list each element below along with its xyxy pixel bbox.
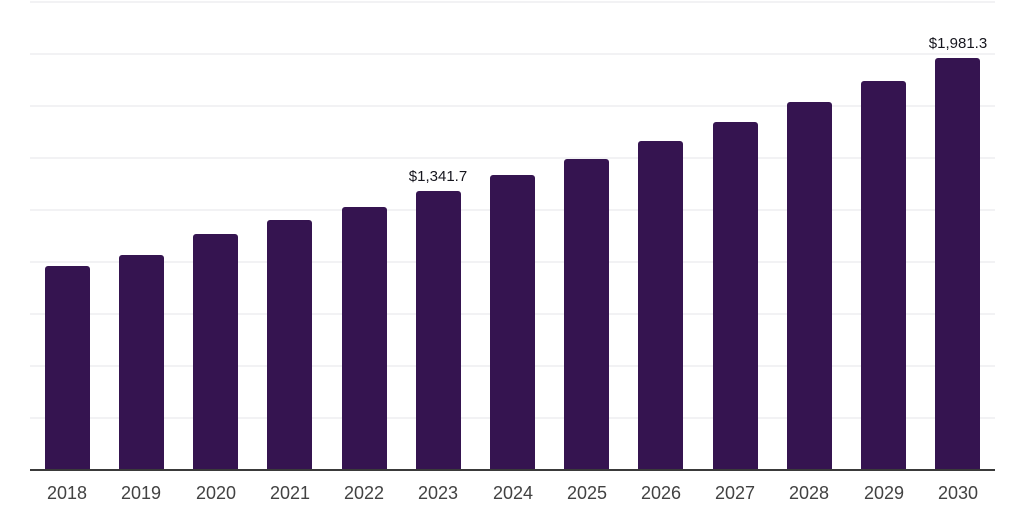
x-tick-2024: 2024 xyxy=(492,483,534,503)
bar-2028[interactable] xyxy=(787,102,832,470)
bar-2022[interactable] xyxy=(342,207,387,470)
x-tick-2020: 2020 xyxy=(195,483,237,503)
bar-2030[interactable] xyxy=(935,58,980,470)
gridline xyxy=(30,157,995,159)
x-tick-2030: 2030 xyxy=(937,483,979,503)
bar-2024[interactable] xyxy=(490,175,535,470)
bar-2025[interactable] xyxy=(564,159,609,470)
gridline xyxy=(30,1,995,3)
gridline xyxy=(30,105,995,107)
bar-2027[interactable] xyxy=(713,122,758,470)
bar-2029[interactable] xyxy=(861,81,906,470)
bar-2018[interactable] xyxy=(45,266,90,470)
x-tick-2029: 2029 xyxy=(863,483,905,503)
data-label-2030: $1,981.3 xyxy=(928,35,988,52)
gridline xyxy=(30,53,995,55)
bar-2021[interactable] xyxy=(267,220,312,470)
bar-2019[interactable] xyxy=(119,255,164,470)
bar-2020[interactable] xyxy=(193,234,238,470)
x-tick-2026: 2026 xyxy=(640,483,682,503)
bar-2026[interactable] xyxy=(638,141,683,470)
bar-2023[interactable] xyxy=(416,191,461,470)
x-tick-2021: 2021 xyxy=(269,483,311,503)
x-tick-2022: 2022 xyxy=(343,483,385,503)
x-tick-2025: 2025 xyxy=(566,483,608,503)
x-tick-2027: 2027 xyxy=(714,483,756,503)
x-tick-2023: 2023 xyxy=(417,483,459,503)
x-tick-2019: 2019 xyxy=(120,483,162,503)
data-label-2023: $1,341.7 xyxy=(408,168,468,185)
x-tick-2018: 2018 xyxy=(46,483,88,503)
x-axis-line xyxy=(30,469,995,471)
x-tick-2028: 2028 xyxy=(788,483,830,503)
